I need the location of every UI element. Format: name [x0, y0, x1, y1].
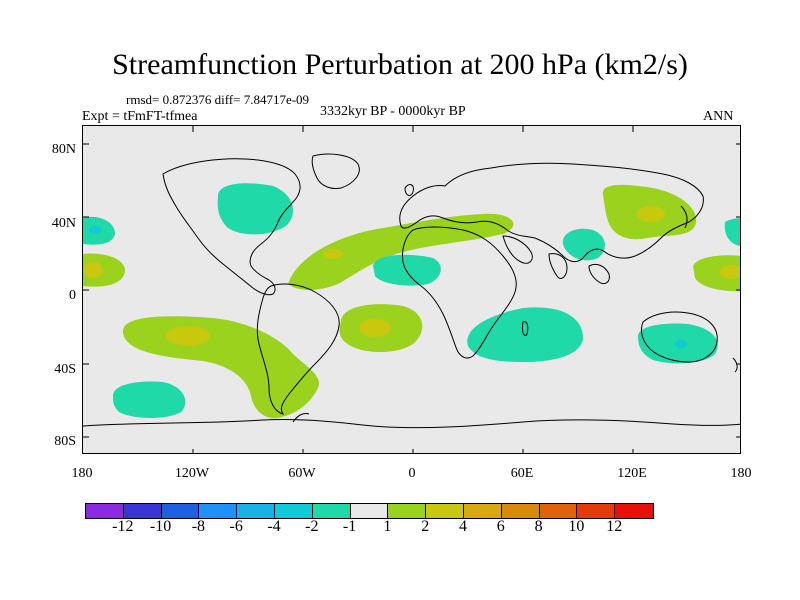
core-west-edge [83, 262, 103, 278]
east-edge-negative [724, 218, 740, 246]
colorbar-label: -2 [305, 518, 319, 535]
coast-india [548, 253, 568, 279]
colorbar-swatch [123, 504, 162, 518]
lon-label-60e: 60E [510, 466, 534, 481]
colorbar-label: 8 [534, 518, 543, 535]
lat-label-40n: 40N [51, 216, 76, 231]
colorbar-swatch [350, 504, 389, 518]
colorbar-swatch [86, 504, 124, 518]
positive-anomaly-cores [83, 206, 740, 346]
coast-arabia [502, 235, 533, 264]
colorbar-label: 6 [496, 518, 505, 535]
coast-southeast-asia [588, 263, 610, 285]
colorbar-label: -10 [149, 518, 172, 535]
colorbar-swatch [237, 504, 275, 518]
coast-new-zealand [732, 357, 738, 373]
negative-anomaly-cores [89, 226, 687, 348]
colorbar [85, 503, 654, 519]
indian-ocean-negative [467, 307, 583, 362]
colorbar-swatch [539, 504, 578, 518]
lon-label-180w: 180 [71, 466, 93, 481]
coast-africa [402, 226, 517, 359]
colorbar-swatch [615, 504, 653, 518]
lon-label-120e: 120E [617, 466, 647, 481]
colorbar-label: -4 [267, 518, 281, 535]
colorbar-swatch [199, 504, 238, 518]
core-australia-negative [675, 340, 687, 348]
map-plot [82, 125, 741, 454]
frame-ticks [83, 126, 740, 453]
coastlines [83, 153, 740, 429]
east-pacific-positive [693, 255, 740, 292]
north-america-negative [217, 183, 293, 235]
colorbar-swatch [312, 504, 351, 518]
colorbar-swatch [463, 504, 502, 518]
colorbar-swatch [388, 504, 427, 518]
experiment-label: Expt = tFmFT-tfmea [82, 109, 198, 124]
coast-uk [404, 184, 414, 196]
core-east-pacific [720, 265, 740, 279]
season-label: ANN [703, 109, 734, 124]
colorbar-label: -1 [342, 518, 357, 535]
coast-madagascar [522, 321, 529, 336]
colorbar-label: 4 [459, 518, 467, 535]
lat-label-80s: 80S [54, 434, 76, 449]
coast-north-america [162, 158, 301, 296]
map-canvas [83, 126, 740, 453]
colorbar-label: -12 [112, 518, 134, 535]
west-edge-positive [83, 253, 125, 287]
lat-label-40s: 40S [54, 362, 76, 377]
colorbar-label: -8 [191, 518, 206, 535]
lat-label-0: 0 [69, 288, 76, 303]
lon-label-120w: 120W [174, 466, 210, 481]
core-west-pacific [637, 206, 665, 222]
coast-antarctic-peninsula [292, 413, 310, 423]
core-west-edge-negative [89, 226, 101, 234]
colorbar-swatch [501, 504, 540, 518]
colorbar-label: -6 [229, 518, 243, 535]
coast-australia [640, 311, 718, 363]
lat-label-80n: 80N [51, 142, 76, 157]
lon-label-0: 0 [408, 466, 416, 481]
colorbar-label: 2 [421, 518, 430, 535]
coast-south-america [256, 283, 340, 415]
core-atlantic-band [323, 249, 343, 259]
lon-label-60w: 60W [288, 466, 316, 481]
period-label: 3332kyr BP - 0000kyr BP [320, 104, 466, 119]
colorbar-label: 10 [568, 518, 585, 535]
colorbar-swatch [577, 504, 616, 518]
coast-antarctica [83, 418, 740, 429]
atlantic-band-positive [288, 213, 514, 290]
colorbar-swatch [274, 504, 313, 518]
south-asia-negative [562, 228, 605, 261]
north-africa-negative [373, 254, 441, 286]
colorbar-label: 1 [383, 518, 392, 535]
colorbar-swatch [161, 504, 200, 518]
core-south-atlantic [359, 319, 391, 337]
southeast-pacific-negative [113, 381, 186, 418]
core-south-pacific [166, 326, 210, 346]
lon-label-180e: 180 [730, 466, 752, 481]
coast-eurasia [399, 162, 704, 263]
coast-greenland [311, 153, 360, 189]
plot-title: Streamfunction Perturbation at 200 hPa (… [112, 48, 688, 81]
colorbar-label: 12 [606, 518, 623, 535]
coast-japan [680, 205, 688, 229]
stats-line: rmsd= 0.872376 diff= 7.84717e-09 [126, 92, 310, 107]
colorbar-swatch [426, 504, 464, 518]
